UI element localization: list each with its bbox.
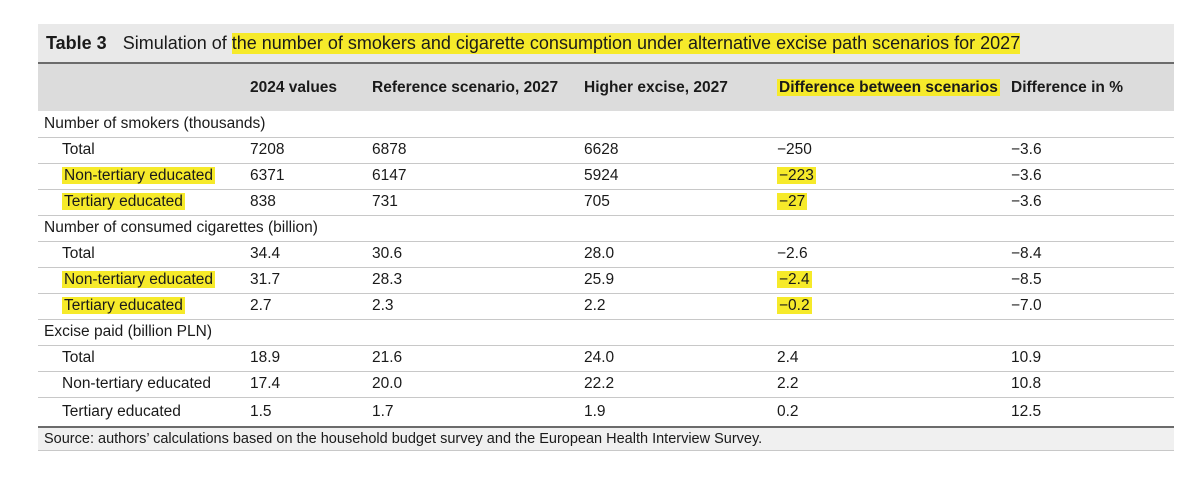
row-label-highlight: Non-tertiary educated xyxy=(62,167,216,184)
table-row: Non-tertiary educated 17.4 20.0 22.2 2.2… xyxy=(38,371,1174,397)
cell: −27 xyxy=(777,189,1011,215)
table-row: Tertiary educated 2.7 2.3 2.2 −0.2 −7.0 xyxy=(38,293,1174,319)
row-label-highlight: Tertiary educated xyxy=(62,297,185,314)
cell: −2.6 xyxy=(777,245,808,262)
cell: 6371 xyxy=(250,167,285,184)
cell: 34.4 xyxy=(250,245,281,262)
cell-highlight: −2.4 xyxy=(777,271,812,288)
cell-highlight: −0.2 xyxy=(777,297,812,314)
table-caption: Table 3 Simulation of the number of smok… xyxy=(38,24,1174,62)
cell-highlight: −223 xyxy=(777,167,816,184)
cell: −3.6 xyxy=(1011,141,1042,158)
row-label: Total xyxy=(62,349,95,366)
header-difference-pct: Difference in % xyxy=(1011,78,1123,96)
cell: 28.3 xyxy=(372,271,403,288)
cell: −8.5 xyxy=(1011,271,1042,288)
table-number: Table 3 xyxy=(46,32,107,53)
cell: −250 xyxy=(777,141,812,158)
cell: 12.5 xyxy=(1011,402,1042,420)
cell: −0.2 xyxy=(777,293,1011,319)
cell: 17.4 xyxy=(250,375,281,392)
cell: 838 xyxy=(250,193,276,210)
table-row: Total 7208 6878 6628 −250 −3.6 xyxy=(38,137,1174,163)
section-row: Number of smokers (thousands) xyxy=(38,111,1174,137)
cell: −3.6 xyxy=(1011,193,1042,210)
cell: 18.9 xyxy=(250,349,281,366)
header-difference: Difference between scenarios xyxy=(777,63,1011,111)
cell: 2.3 xyxy=(372,297,394,314)
data-table: 2024 values Reference scenario, 2027 Hig… xyxy=(38,62,1174,428)
cell: 31.7 xyxy=(250,271,281,288)
cell: 2.7 xyxy=(250,297,272,314)
cell: 30.6 xyxy=(372,245,403,262)
cell: 28.0 xyxy=(584,245,615,262)
row-label: Tertiary educated xyxy=(38,189,250,215)
row-label: Non-tertiary educated xyxy=(62,375,212,392)
cell: 6878 xyxy=(372,141,407,158)
table-row: Tertiary educated 1.5 1.7 1.9 0.2 12.5 xyxy=(38,397,1174,427)
cell: 2.2 xyxy=(777,375,799,392)
cell: 10.9 xyxy=(1011,349,1042,366)
cell: 24.0 xyxy=(584,349,615,366)
cell: 1.5 xyxy=(250,402,272,420)
cell: 7208 xyxy=(250,141,285,158)
cell: 25.9 xyxy=(584,271,615,288)
cell: 21.6 xyxy=(372,349,403,366)
cell: 6147 xyxy=(372,167,407,184)
row-label: Total xyxy=(62,245,95,262)
table-row: Non-tertiary educated 31.7 28.3 25.9 −2.… xyxy=(38,267,1174,293)
section-row: Number of consumed cigarettes (billion) xyxy=(38,215,1174,241)
cell: 22.2 xyxy=(584,375,615,392)
cell: 6628 xyxy=(584,141,619,158)
cell: −7.0 xyxy=(1011,297,1042,314)
cell: 5924 xyxy=(584,167,619,184)
section-label: Number of smokers (thousands) xyxy=(44,114,266,132)
table-row: Non-tertiary educated 6371 6147 5924 −22… xyxy=(38,163,1174,189)
cell: 0.2 xyxy=(777,402,799,420)
row-label: Non-tertiary educated xyxy=(38,267,250,293)
cell: −8.4 xyxy=(1011,245,1042,262)
cell: 1.7 xyxy=(372,402,394,420)
table-row: Tertiary educated 838 731 705 −27 −3.6 xyxy=(38,189,1174,215)
table-row: Total 34.4 30.6 28.0 −2.6 −8.4 xyxy=(38,241,1174,267)
row-label: Total xyxy=(62,141,95,158)
header-difference-label: Difference between scenarios xyxy=(777,78,1000,96)
section-label: Excise paid (billion PLN) xyxy=(44,323,212,340)
cell-highlight: −27 xyxy=(777,193,808,210)
cell: −2.4 xyxy=(777,267,1011,293)
section-row: Excise paid (billion PLN) xyxy=(38,319,1174,345)
section-label: Number of consumed cigarettes (billion) xyxy=(44,219,318,236)
table-figure: Table 3 Simulation of the number of smok… xyxy=(38,24,1174,451)
cell: 20.0 xyxy=(372,375,403,392)
row-label-highlight: Tertiary educated xyxy=(62,193,185,210)
header-reference: Reference scenario, 2027 xyxy=(372,78,559,96)
cell: −223 xyxy=(777,163,1011,189)
row-label-highlight: Non-tertiary educated xyxy=(62,271,216,288)
caption-highlight: the number of smokers and cigarette cons… xyxy=(231,32,1021,54)
cell: 705 xyxy=(584,193,610,210)
row-label: Non-tertiary educated xyxy=(38,163,250,189)
table-row: Total 18.9 21.6 24.0 2.4 10.9 xyxy=(38,345,1174,371)
cell: 731 xyxy=(372,193,398,210)
header-row: 2024 values Reference scenario, 2027 Hig… xyxy=(38,63,1174,111)
cell: 2.2 xyxy=(584,297,606,314)
row-label: Tertiary educated xyxy=(62,402,181,420)
cell: 10.8 xyxy=(1011,375,1042,392)
cell: 1.9 xyxy=(584,402,606,420)
caption-text: Simulation of xyxy=(122,32,227,53)
header-blank xyxy=(38,63,250,111)
source-note: Source: authors’ calculations based on t… xyxy=(38,428,1174,451)
header-2024: 2024 values xyxy=(250,78,338,96)
row-label: Tertiary educated xyxy=(38,293,250,319)
header-higher-excise: Higher excise, 2027 xyxy=(584,78,728,96)
cell: −3.6 xyxy=(1011,167,1042,184)
cell: 2.4 xyxy=(777,349,799,366)
